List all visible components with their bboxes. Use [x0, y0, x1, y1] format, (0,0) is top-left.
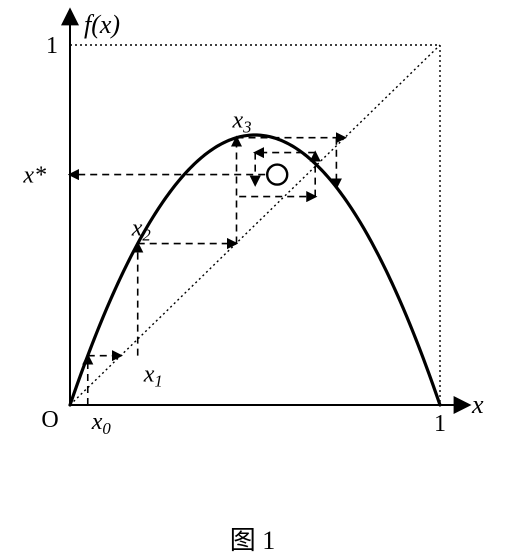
parabola-curve [70, 135, 440, 405]
one-y-label: 1 [46, 33, 58, 59]
fx-title: f(x) [84, 10, 120, 39]
x3-label: x3 [232, 108, 252, 137]
x2-label: x2 [131, 216, 152, 245]
fixed-point-cobweb-diagram: O 1 1 f(x) x x* x0 x1 x2 x3 [0, 0, 505, 514]
unit-box-dotted [70, 45, 440, 405]
xstar-label: x* [22, 163, 46, 189]
x1-label: x1 [143, 362, 163, 391]
one-x-label: 1 [434, 411, 446, 437]
fixed-point-marker [267, 165, 287, 185]
x0-label: x0 [91, 409, 112, 438]
origin-label: O [41, 407, 58, 433]
identity-line-dotted [70, 45, 440, 405]
figure-caption: 图 1 [0, 520, 505, 557]
x-axis-label: x [471, 390, 484, 419]
